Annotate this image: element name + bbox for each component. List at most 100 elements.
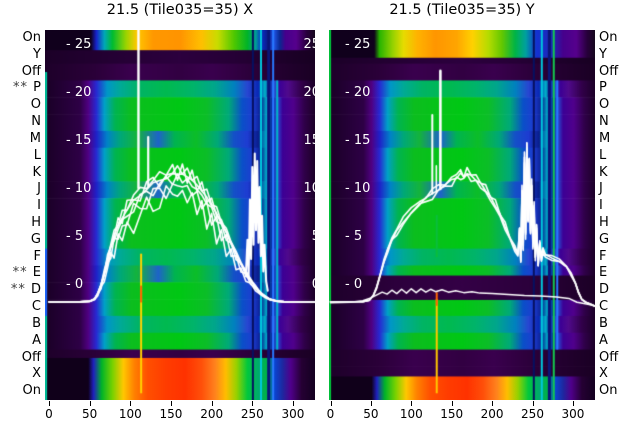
heatmap-canvas-x [45,30,315,400]
power-tick-label-left: - 20 [345,85,371,100]
power-tick-label-right: 20 [303,85,315,100]
row-label-right-e: E [599,265,608,281]
x-tick-mark [292,401,294,406]
power-tick-label-left: - 25 [66,37,92,52]
row-label-left-a: A [32,332,41,348]
x-tick-label: 50 [82,407,98,421]
flagged-row-marker: ** [12,265,33,281]
x-tick-mark [89,401,91,406]
power-tick-label-left: - 25 [345,37,371,52]
panel-title-left: 21.5 (Tile035=35) X [106,2,254,18]
x-tick-mark [170,401,172,406]
flagged-row-marker: ** [13,80,34,96]
x-tick-label: 200 [200,407,224,421]
power-tick-label-left: - 10 [345,181,371,196]
x-tick-mark [330,401,332,406]
x-tick-label: 150 [159,407,183,421]
power-tick-label-left: - 5 [345,229,363,244]
row-label-right-on: On [599,383,618,399]
row-label-left-x: X [32,366,41,382]
x-tick-label: 0 [45,407,53,421]
x-tick-label: 0 [326,407,335,421]
heatmap-panel-x: - 25 25 - 20 20 - 15 15 - 10 10 - 5 5 - 0 0 [45,30,315,400]
row-label-right-h: H [599,215,609,230]
row-label-right-o: O [599,97,610,113]
row-label-right-x: X [599,366,608,382]
row-label-left-k: K [32,164,41,180]
x-tick-label: 250 [240,407,264,421]
x-tick-mark [451,401,453,406]
row-label-left-off: Off [21,349,41,365]
row-label-left-o: O [30,97,41,113]
row-label-left-j: J [37,181,41,197]
power-tick-label-right: 25 [303,37,315,52]
power-tick-label-right: 0 [312,276,315,293]
row-label-right-n: N [599,114,609,130]
flagged-row-marker: ** [10,282,31,298]
row-label-right-d: D [599,282,610,298]
row-label-left-g: G [30,231,41,247]
power-tick-label-left: - 0 [66,277,84,292]
x-tick-mark [252,401,254,406]
row-label-left-b: B [32,315,41,331]
row-label-left-c: C [31,299,41,315]
power-tick-label-left: - 0 [345,277,363,292]
x-tick-label: 250 [521,407,544,421]
row-label-left-on: On [22,383,41,399]
row-label-right-off: Off [599,63,619,79]
row-label-right-y: Y [599,46,607,62]
x-tick-mark [370,401,372,406]
x-tick-label: 100 [399,407,423,421]
x-tick-label: 150 [440,407,464,421]
x-tick-label: 100 [118,407,142,421]
row-label-right-j: J [599,181,603,197]
x-tick-mark [532,401,534,406]
power-tick-label-right: 5 [312,228,315,245]
row-label-left-i: I [37,198,41,214]
row-label-right-g: G [599,231,610,247]
power-tick-label-left: - 20 [66,85,92,100]
row-label-left-f: F [33,248,41,264]
power-tick-label-left: - 15 [345,133,371,148]
x-tick-mark [572,401,574,406]
row-label-right-l: L [599,147,607,163]
heatmap-panel-y: - 25 - 20 - 15 - 10 - 5 - 0 [329,30,595,400]
row-label-left-e: ** E [12,265,41,281]
row-label-left-l: L [33,147,41,163]
power-tick-label-left: - 15 [66,133,92,148]
row-label-left-p: ** P [13,80,41,96]
row-label-left-y: Y [33,46,41,62]
row-label-right-off: Off [599,349,619,365]
row-label-left-h: H [31,215,41,230]
row-label-right-f: F [599,248,607,264]
power-tick-label-left: - 10 [66,181,92,196]
panel-title-right: 21.5 (Tile035=35) Y [389,2,535,18]
row-label-left-n: N [31,114,41,130]
row-label-right-i: I [599,198,603,214]
row-label-left-m: M [29,130,41,146]
row-label-right-c: C [599,299,609,315]
x-tick-label: 200 [480,407,504,421]
row-label-right-a: A [599,332,608,348]
row-label-right-m: M [599,130,611,146]
row-label-left-d: ** D [10,282,41,298]
x-tick-label: 300 [281,407,305,421]
row-label-right-p: P [599,80,607,96]
row-label-left-on: On [22,30,41,45]
x-tick-mark [211,401,213,406]
x-tick-label: 300 [561,407,585,421]
x-tick-mark [492,401,494,406]
power-tick-label-left: - 5 [66,229,84,244]
row-label-right-on: On [599,30,618,45]
x-tick-label: 50 [363,407,379,421]
x-tick-mark [411,401,413,406]
x-tick-mark [49,401,50,406]
row-label-left-off: Off [21,63,41,79]
power-tick-label-right: 15 [303,133,315,148]
power-tick-label-right: 10 [303,181,315,196]
row-label-right-k: K [599,164,608,180]
x-tick-mark [130,401,132,406]
row-label-right-b: B [599,315,608,331]
heatmap-canvas-y [329,30,595,400]
